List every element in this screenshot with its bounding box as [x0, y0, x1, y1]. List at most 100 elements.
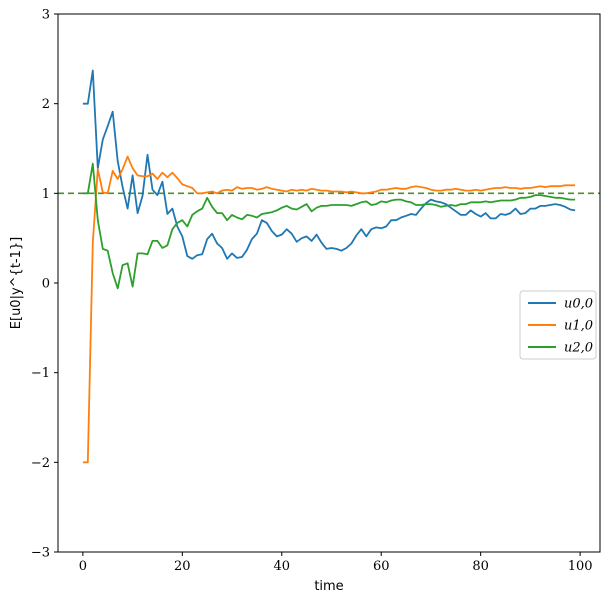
data-point [530, 187, 532, 189]
data-point [231, 214, 233, 216]
data-point [152, 189, 154, 191]
data-point [167, 213, 169, 215]
data-point [510, 200, 512, 202]
data-point [82, 103, 84, 105]
data-point [147, 253, 149, 255]
data-point [470, 201, 472, 203]
data-point [246, 249, 248, 251]
data-point [286, 191, 288, 193]
data-point [569, 184, 571, 186]
data-point [221, 247, 223, 249]
data-point [231, 253, 233, 255]
data-point [480, 216, 482, 218]
data-point [375, 227, 377, 229]
data-point [82, 192, 84, 194]
series-line [82, 155, 576, 464]
data-point [142, 253, 144, 255]
data-point [221, 212, 223, 214]
data-point [321, 190, 323, 192]
data-point [495, 201, 497, 203]
data-point [355, 192, 357, 194]
data-point [505, 186, 507, 188]
data-point [266, 212, 268, 214]
data-point [475, 213, 477, 215]
data-point [525, 187, 527, 189]
data-point [107, 192, 109, 194]
data-point [460, 214, 462, 216]
data-point [246, 187, 248, 189]
legend-label: u2,0 [564, 341, 593, 356]
data-point [495, 187, 497, 189]
data-point [370, 192, 372, 194]
data-point [530, 196, 532, 198]
data-point [495, 218, 497, 220]
data-point [520, 188, 522, 190]
data-point [321, 205, 323, 207]
data-point [505, 214, 507, 216]
data-point [465, 190, 467, 192]
data-point [360, 192, 362, 194]
data-point [465, 203, 467, 205]
data-point [286, 228, 288, 230]
data-point [400, 199, 402, 201]
data-point [206, 238, 208, 240]
data-point [549, 204, 551, 206]
data-point [172, 208, 174, 210]
data-point [420, 186, 422, 188]
data-point [365, 201, 367, 203]
data-point [271, 230, 273, 232]
data-point [117, 178, 119, 180]
data-point [574, 199, 576, 201]
data-point [82, 461, 84, 463]
data-point [515, 187, 517, 189]
data-point [127, 208, 129, 210]
data-point [535, 208, 537, 210]
data-point [326, 190, 328, 192]
data-point [410, 201, 412, 203]
data-point [306, 236, 308, 238]
data-point [380, 201, 382, 203]
data-point [405, 215, 407, 217]
data-point [261, 213, 263, 215]
data-point [535, 186, 537, 188]
data-point [241, 256, 243, 258]
data-point [440, 190, 442, 192]
data-point [415, 185, 417, 187]
data-point [365, 236, 367, 238]
data-point [157, 178, 159, 180]
data-point [564, 206, 566, 208]
data-point [450, 204, 452, 206]
data-point [326, 248, 328, 250]
y-axis-label-text: E[u0|y^{t-1}] [9, 237, 24, 329]
data-point [191, 258, 193, 260]
data-point [549, 196, 551, 198]
data-point [544, 186, 546, 188]
data-point [226, 258, 228, 260]
data-point [142, 195, 144, 197]
data-point [97, 168, 99, 170]
data-point [390, 219, 392, 221]
data-point [410, 213, 412, 215]
data-point [490, 218, 492, 220]
data-point [236, 217, 238, 219]
data-point [425, 203, 427, 205]
data-point [525, 197, 527, 199]
data-point [162, 172, 164, 174]
data-point [167, 244, 169, 246]
data-point [216, 212, 218, 214]
data-point [520, 197, 522, 199]
x-axis: 0 20 40 60 80 100 [79, 552, 593, 574]
data-point [266, 222, 268, 224]
data-point [360, 201, 362, 203]
data-point [107, 125, 109, 127]
data-point [107, 250, 109, 252]
data-point [261, 188, 263, 190]
data-point [331, 247, 333, 249]
data-point [470, 210, 472, 212]
data-point [351, 191, 353, 193]
data-point [211, 191, 213, 193]
data-point [261, 219, 263, 221]
data-point [435, 201, 437, 203]
data-point [559, 197, 561, 199]
